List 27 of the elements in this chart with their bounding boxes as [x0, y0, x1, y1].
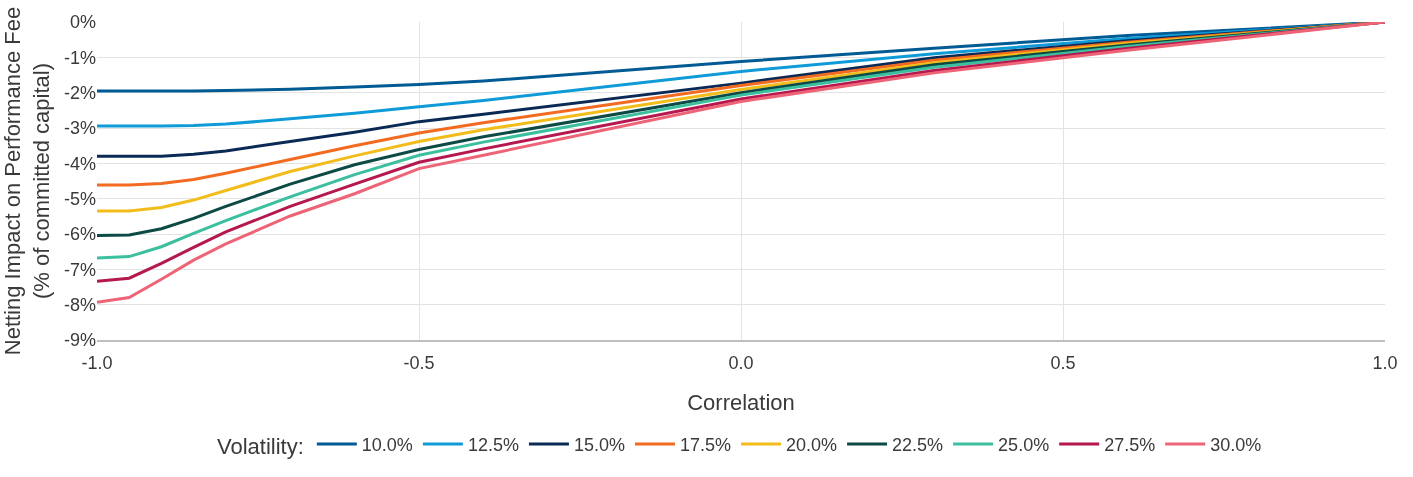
- x-axis-title: Correlation: [687, 389, 795, 415]
- y-axis-title: Netting Impact on Performance Fee (% of committed capital): [0, 6, 54, 356]
- x-tick-label: -1.0: [81, 353, 113, 374]
- x-tick-label: 0.0: [728, 353, 754, 374]
- legend-label: 12.5%: [467, 435, 519, 456]
- y-tick-label: -5%: [63, 188, 96, 209]
- y-tick-label: -6%: [63, 224, 96, 245]
- y-tick-label: -9%: [63, 330, 96, 351]
- legend-label: 25.0%: [998, 435, 1050, 456]
- y-tick-label: -1%: [63, 47, 96, 68]
- legend-label: 27.5%: [1104, 435, 1156, 456]
- y-tick-label: -4%: [63, 153, 96, 174]
- y-tick-label: -2%: [63, 82, 96, 103]
- y-tick-label: 0%: [69, 12, 96, 33]
- y-tick-label: -7%: [63, 259, 96, 280]
- y-tick-label: -3%: [63, 118, 96, 139]
- legend-label: 22.5%: [892, 435, 944, 456]
- legend-label: 10.0%: [361, 435, 413, 456]
- legend-label: 17.5%: [679, 435, 732, 456]
- x-tick-label: 0.5: [1050, 353, 1076, 374]
- legend-title: Volatility:: [217, 434, 304, 460]
- y-tick-label: -8%: [63, 294, 96, 315]
- x-tick-label: 1.0: [1372, 353, 1398, 374]
- legend-label: 20.0%: [786, 435, 838, 456]
- legend-label: 15.0%: [573, 435, 625, 456]
- legend-label: 30.0%: [1210, 435, 1262, 456]
- x-tick-label: -0.5: [403, 353, 435, 374]
